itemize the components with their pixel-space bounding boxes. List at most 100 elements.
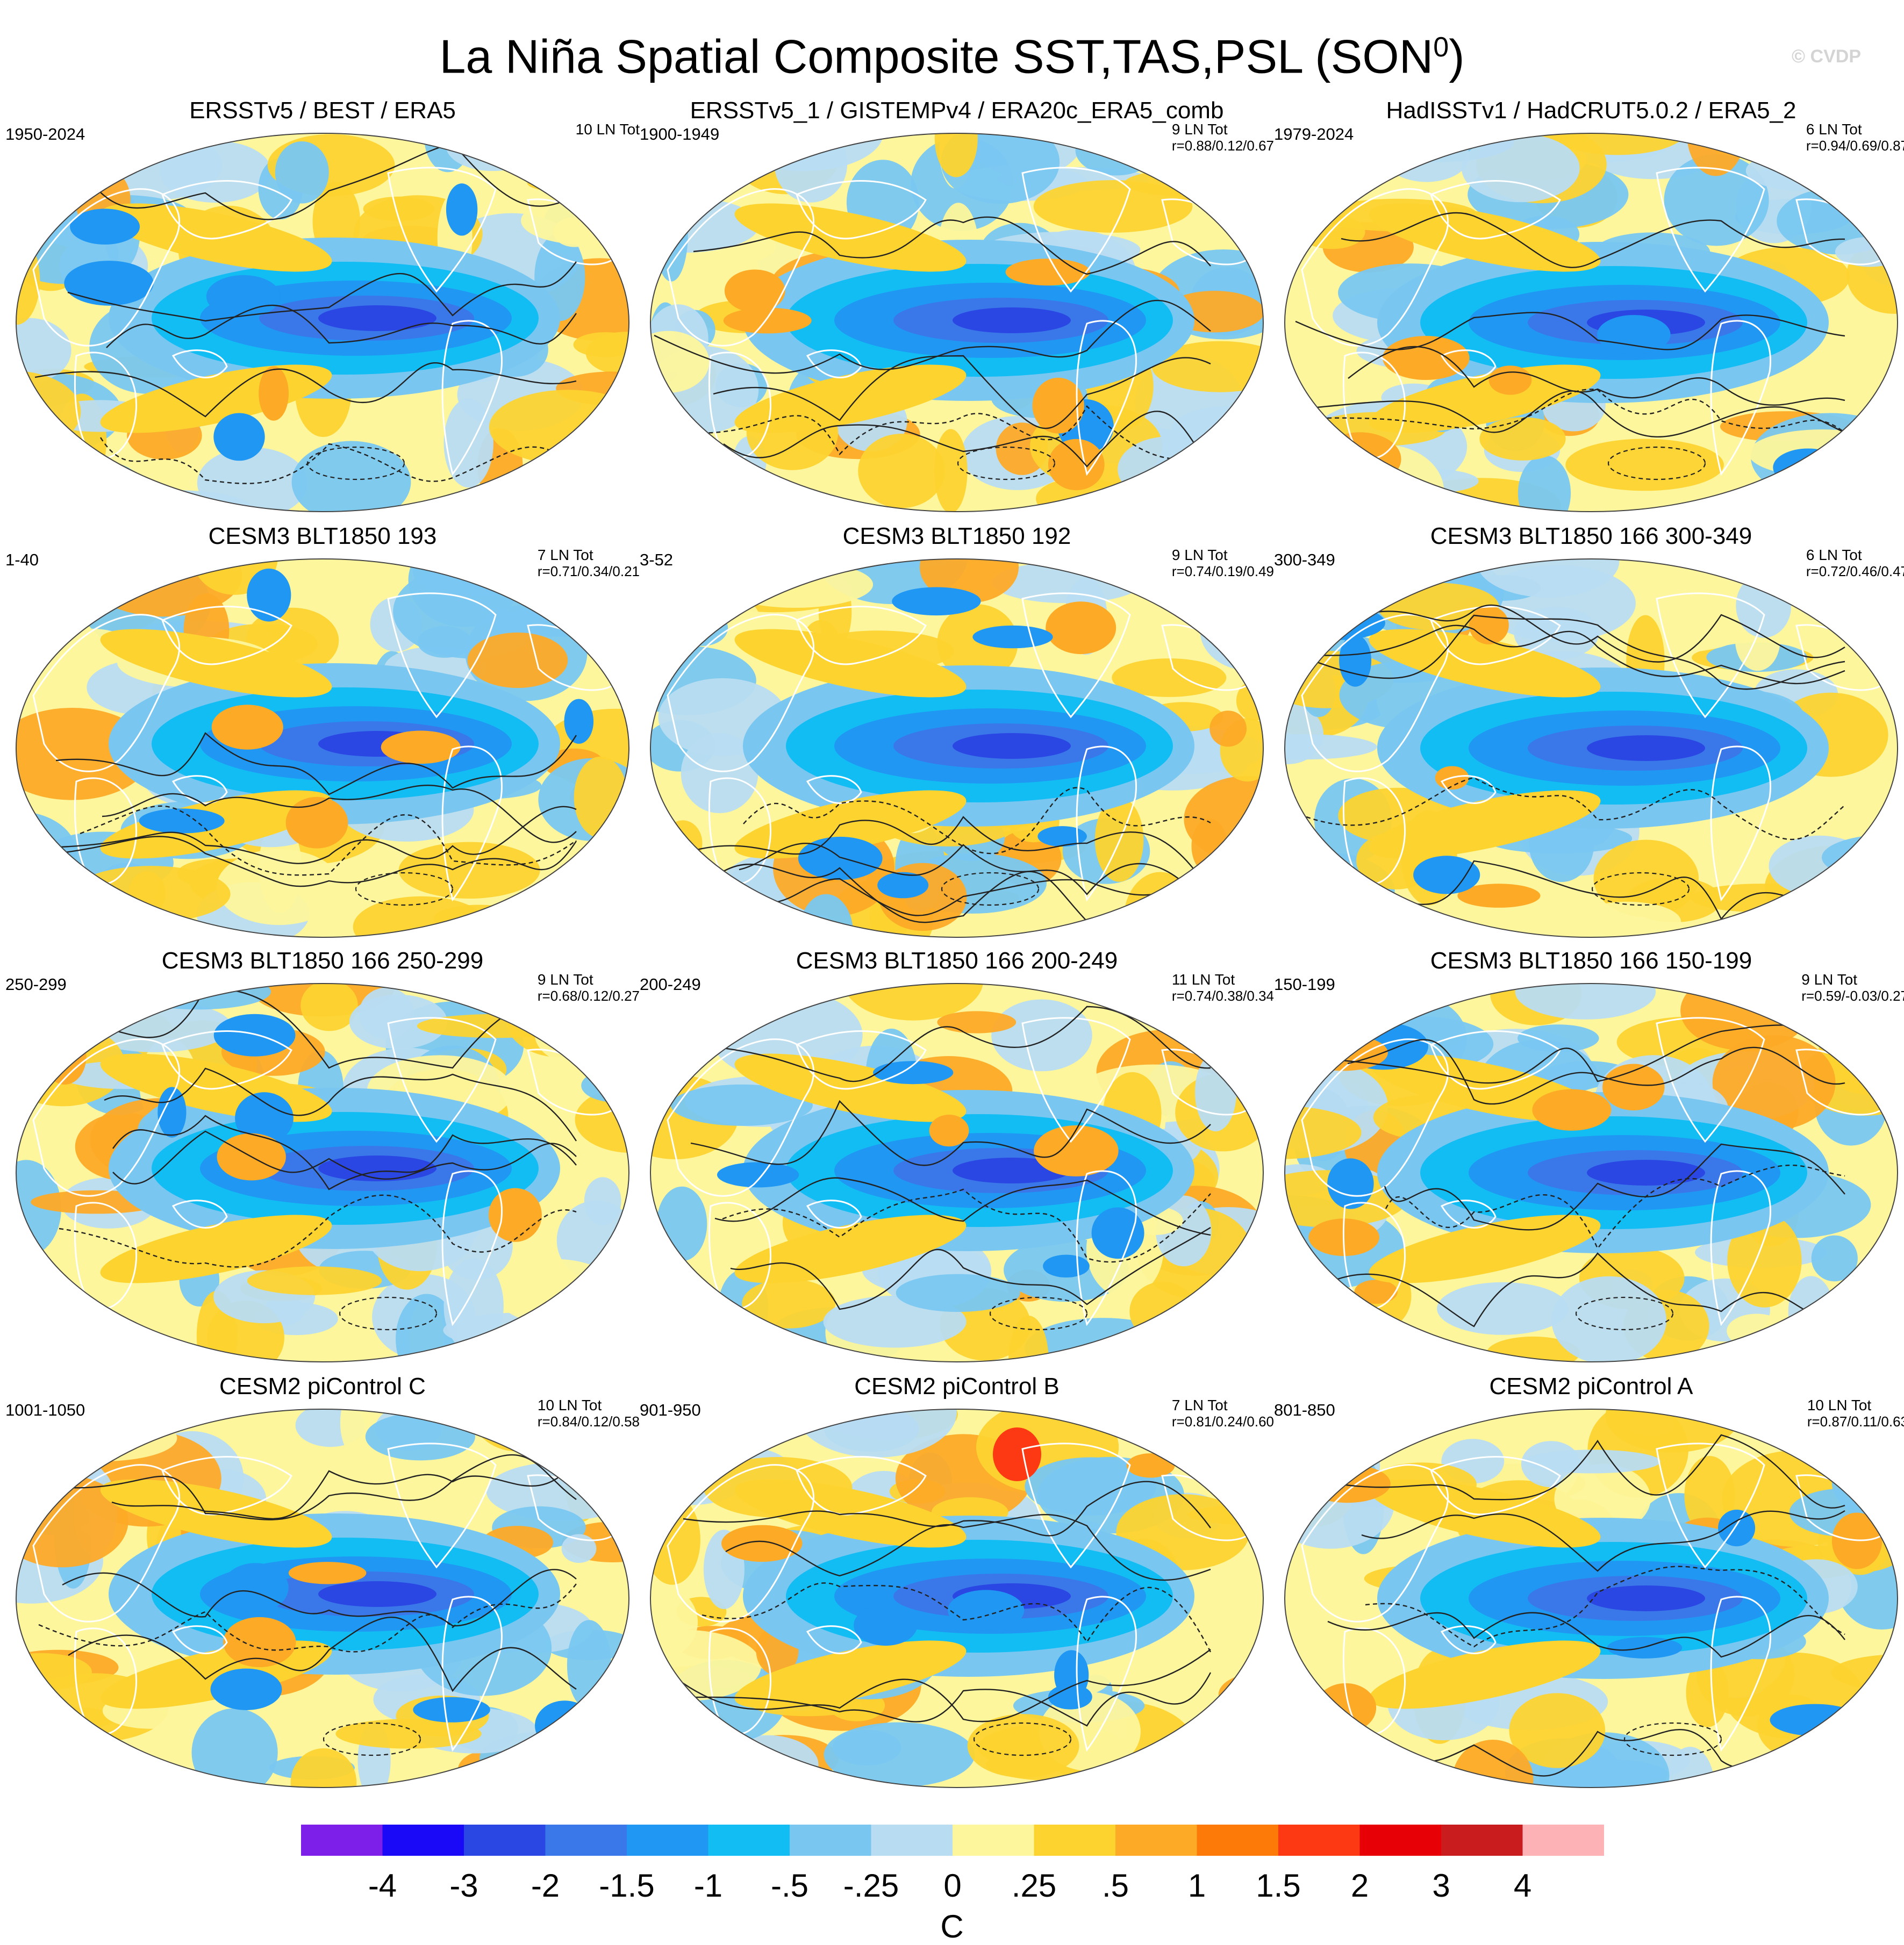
colorbar-swatch bbox=[790, 1825, 871, 1856]
colorbar-tick-label: 3 bbox=[1432, 1868, 1450, 1904]
panel-count: 11 LN Tot r=0.74/0.38/0.34 bbox=[1171, 971, 1274, 1004]
colorbar-tick-label: .25 bbox=[1011, 1868, 1057, 1904]
map-panel: CESM3 BLT1850 166 200-249 200-249 11 LN … bbox=[640, 947, 1274, 1377]
colorbar-swatch bbox=[1441, 1825, 1523, 1856]
colorbar-swatch bbox=[708, 1825, 790, 1856]
world-map bbox=[1284, 983, 1898, 1362]
colorbar-tick-label: 4 bbox=[1513, 1868, 1532, 1904]
map-panel: CESM3 BLT1850 166 300-349 300-349 6 LN T… bbox=[1274, 522, 1904, 952]
map-panel: CESM3 BLT1850 166 250-299 250-299 9 LN T… bbox=[5, 947, 640, 1377]
colorbar-tick-label: 1 bbox=[1187, 1868, 1206, 1904]
map-panel: HadISSTv1 / HadCRUT5.0.2 / ERA5_2 1979-2… bbox=[1274, 97, 1904, 527]
panel-count: 10 LN Tot r=0.84/0.12/0.58 bbox=[537, 1397, 640, 1430]
panel-period: 150-199 bbox=[1274, 975, 1335, 994]
panel-title: CESM3 BLT1850 166 200-249 bbox=[796, 948, 1118, 974]
panel-period: 801-850 bbox=[1274, 1401, 1335, 1419]
colorbar-swatch bbox=[464, 1825, 546, 1856]
panel-title: CESM3 BLT1850 166 300-349 bbox=[1430, 523, 1752, 549]
panel-title: HadISSTv1 / HadCRUT5.0.2 / ERA5_2 bbox=[1386, 97, 1796, 124]
colorbar bbox=[301, 1825, 1604, 1856]
panel-correlation: r=0.71/0.34/0.21 bbox=[537, 563, 640, 579]
panel-count: 7 LN Tot r=0.81/0.24/0.60 bbox=[1171, 1397, 1274, 1430]
colorbar-swatch bbox=[545, 1825, 627, 1856]
panel-period: 1900-1949 bbox=[640, 125, 720, 143]
panel-count: 9 LN Tot r=0.88/0.12/0.67 bbox=[1171, 121, 1274, 154]
panel-correlation: r=0.68/0.12/0.27 bbox=[537, 988, 640, 1004]
panel-count: 7 LN Tot r=0.71/0.34/0.21 bbox=[537, 547, 640, 580]
colorbar-tick-label: 2 bbox=[1350, 1868, 1369, 1904]
colorbar-swatch bbox=[953, 1825, 1034, 1856]
panel-title: CESM3 BLT1850 192 bbox=[842, 523, 1071, 549]
panel-period: 200-249 bbox=[640, 975, 701, 994]
credit-watermark: © CVDP bbox=[1792, 46, 1861, 67]
panel-count: 6 LN Tot r=0.94/0.69/0.87 bbox=[1806, 121, 1904, 154]
world-map bbox=[16, 558, 629, 938]
colorbar-tick-label: 0 bbox=[943, 1868, 962, 1904]
panel-correlation: r=0.72/0.46/0.47 bbox=[1806, 563, 1904, 579]
panel-count: 10 LN Tot bbox=[575, 121, 640, 138]
panel-period: 1979-2024 bbox=[1274, 125, 1354, 143]
colorbar-tick-label: -1 bbox=[693, 1868, 723, 1904]
panel-title: CESM3 BLT1850 166 250-299 bbox=[161, 948, 484, 974]
colorbar-swatch bbox=[871, 1825, 953, 1856]
panel-correlation: r=0.74/0.38/0.34 bbox=[1171, 988, 1274, 1004]
colorbar-tick-label: -2 bbox=[531, 1868, 560, 1904]
panel-correlation: r=0.87/0.11/0.63 bbox=[1807, 1413, 1904, 1430]
map-panel: CESM2 piControl B 901-950 7 LN Tot r=0.81… bbox=[640, 1373, 1274, 1803]
map-panel: CESM3 BLT1850 193 1-40 7 LN Tot r=0.71/0.… bbox=[5, 522, 640, 952]
colorbar-swatch bbox=[1278, 1825, 1360, 1856]
world-map bbox=[1284, 558, 1898, 938]
panel-period: 300-349 bbox=[1274, 550, 1335, 569]
colorbar-swatch bbox=[627, 1825, 708, 1856]
world-map bbox=[1284, 1409, 1898, 1788]
colorbar-tick-label: -3 bbox=[449, 1868, 478, 1904]
panel-count: 9 LN Tot r=0.74/0.19/0.49 bbox=[1171, 547, 1274, 580]
world-map bbox=[650, 133, 1264, 512]
panel-correlation: r=0.81/0.24/0.60 bbox=[1171, 1413, 1274, 1430]
colorbar-swatch bbox=[1034, 1825, 1115, 1856]
map-panel: CESM2 piControl C 1001-1050 10 LN Tot r=0… bbox=[5, 1373, 640, 1803]
colorbar-tick-label: -.5 bbox=[770, 1868, 809, 1904]
map-panel: CESM3 BLT1850 166 150-199 150-199 9 LN T… bbox=[1274, 947, 1904, 1377]
colorbar-tick-label: -1.5 bbox=[599, 1868, 655, 1904]
world-map bbox=[16, 983, 629, 1362]
colorbar-swatch bbox=[1359, 1825, 1441, 1856]
world-map bbox=[650, 983, 1264, 1362]
world-map bbox=[650, 1409, 1264, 1788]
colorbar-tick-label: 1.5 bbox=[1256, 1868, 1301, 1904]
colorbar-tick-label: -4 bbox=[368, 1868, 397, 1904]
colorbar-swatch bbox=[1115, 1825, 1197, 1856]
panel-count: 9 LN Tot r=0.59/-0.03/0.27 bbox=[1801, 972, 1904, 1004]
panel-period: 901-950 bbox=[640, 1401, 701, 1419]
panel-count: 6 LN Tot r=0.72/0.46/0.47 bbox=[1806, 547, 1904, 580]
panel-title: ERSSTv5 / BEST / ERA5 bbox=[189, 97, 456, 124]
colorbar-tick-label: .5 bbox=[1101, 1868, 1129, 1904]
panel-period: 1001-1050 bbox=[5, 1401, 85, 1419]
world-map bbox=[16, 1409, 629, 1788]
map-panel: CESM2 piControl A 801-850 10 LN Tot r=0.8… bbox=[1274, 1373, 1904, 1803]
panel-title: CESM2 piControl A bbox=[1489, 1373, 1693, 1399]
map-panel: ERSSTv5 / BEST / ERA5 1950-2024 10 LN To… bbox=[5, 97, 640, 527]
colorbar-unit: C bbox=[940, 1908, 964, 1944]
world-map bbox=[1284, 133, 1898, 512]
panel-correlation: r=0.59/-0.03/0.27 bbox=[1801, 988, 1904, 1004]
colorbar-swatch bbox=[1197, 1825, 1278, 1856]
panel-title: CESM2 piControl B bbox=[854, 1373, 1060, 1399]
panel-correlation: r=0.94/0.69/0.87 bbox=[1806, 138, 1904, 154]
colorbar-tick-label: -.25 bbox=[843, 1868, 899, 1904]
panel-title: ERSSTv5_1 / GISTEMPv4 / ERA20c_ERA5_comb bbox=[690, 97, 1224, 124]
panel-count: 10 LN Tot r=0.87/0.11/0.63 bbox=[1807, 1397, 1904, 1430]
panel-title: CESM3 BLT1850 166 150-199 bbox=[1430, 948, 1752, 974]
map-panel: ERSSTv5_1 / GISTEMPv4 / ERA20c_ERA5_comb… bbox=[640, 97, 1274, 527]
panel-count: 9 LN Tot r=0.68/0.12/0.27 bbox=[537, 971, 640, 1004]
panel-period: 1950-2024 bbox=[5, 125, 85, 143]
colorbar-swatch bbox=[382, 1825, 464, 1856]
panel-title: CESM3 BLT1850 193 bbox=[208, 523, 437, 549]
colorbar-swatch bbox=[1522, 1825, 1604, 1856]
panel-period: 250-299 bbox=[5, 975, 67, 994]
world-map bbox=[16, 133, 629, 512]
panel-title: CESM2 piControl C bbox=[219, 1373, 426, 1399]
panel-period: 1-40 bbox=[5, 550, 39, 569]
panel-correlation: r=0.88/0.12/0.67 bbox=[1171, 138, 1274, 154]
panel-period: 3-52 bbox=[640, 550, 674, 569]
